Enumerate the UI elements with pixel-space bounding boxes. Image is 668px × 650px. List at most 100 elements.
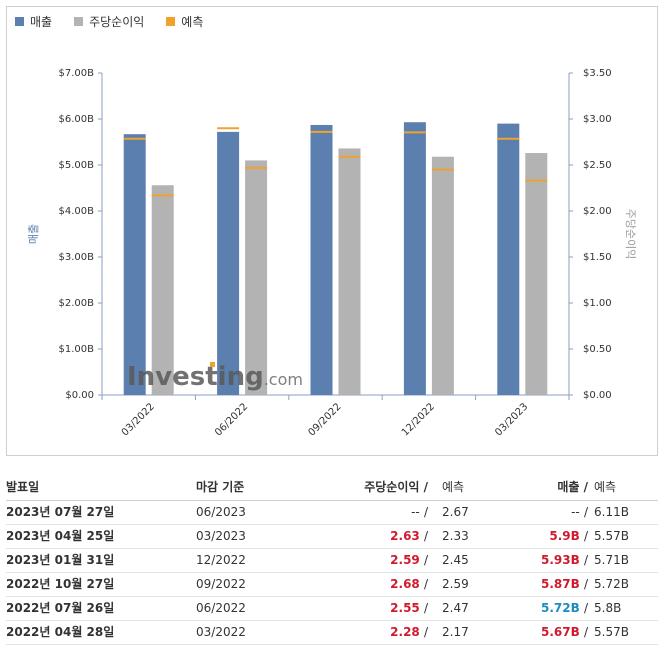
right-tick-label: $1.50 [583,252,612,263]
cell-release-date: 2023년 04월 25일 [6,529,115,543]
cell-eps: 2.68 / [390,573,428,596]
cell-eps-forecast: 2.59 [442,577,469,591]
right-tick-label: $0.00 [583,390,612,401]
col-header-eps-forecast[interactable]: 예측 [442,480,465,494]
cell-revenue-value: 5.67B [541,625,580,639]
cell-eps-value: -- [411,505,420,519]
cell-period-end: 03/2023 [196,529,246,543]
legend-label-revenue: 매출 [30,15,53,29]
eps-bar [525,153,548,395]
cell-eps-value: 2.68 [390,577,420,591]
legend-item-forecast[interactable]: 예측 [166,13,203,30]
cell-release-date: 2023년 07월 27일 [6,505,115,519]
left-axis-title: 매출 [27,224,40,244]
col-header-eps[interactable]: 주당순이익 / [364,476,428,499]
legend-swatch-forecast [166,17,176,26]
right-tick-label: $3.00 [583,114,612,125]
cell-eps-forecast: 2.67 [442,505,469,519]
x-tick-label: 12/2022 [400,401,437,438]
table-row: 2022년 07월 26일 06/2022 2.55 / 2.47 5.72B / 5.8… [6,597,658,621]
legend-item-revenue[interactable]: 매출 [15,13,52,30]
investing-watermark: Investing.com [127,362,303,392]
col-header-revenue[interactable]: 매출 / [557,476,588,499]
watermark-brand: Investing [127,362,264,392]
revenue-bar [217,131,240,395]
cell-period-end: 06/2023 [196,505,246,519]
cell-eps: 2.59 / [390,549,428,572]
right-tick-label: $0.50 [583,344,612,355]
cell-revenue-value: 5.93B [541,553,580,567]
cell-eps-forecast: 2.33 [442,529,469,543]
table-row: 2022년 04월 28일 03/2022 2.28 / 2.17 5.67B / 5.5… [6,621,658,645]
cell-eps-forecast: 2.17 [442,625,469,639]
cell-eps-value: 2.55 [390,601,420,615]
table-row: 2023년 04월 25일 03/2023 2.63 / 2.33 5.9B / 5.57… [6,525,658,549]
cell-eps-value: 2.28 [390,625,420,639]
cell-eps-forecast: 2.45 [442,553,469,567]
cell-period-end: 03/2022 [196,625,246,639]
cell-revenue-sep: / [583,601,588,615]
eps-bar [245,160,268,395]
x-tick-label: 09/2022 [306,401,343,438]
cell-revenue: 5.67B / [541,621,588,644]
earnings-chart-panel: 매출 주당순이익 예측 $0.00 $1.00B $2.00B $3.00B $4.00… [6,6,658,456]
revenue-bar [497,123,520,395]
cell-revenue-sep: / [583,577,588,591]
table-body: 2023년 07월 27일 06/2023 -- / 2.67 -- / 6.11B 202… [6,501,658,645]
revenue-bar [310,124,333,395]
col-header-release-date[interactable]: 발표일 [6,480,40,494]
left-tick-label: $7.00B [59,68,95,79]
cell-revenue-sep: / [583,553,588,567]
cell-release-date: 2022년 07월 26일 [6,601,115,615]
cell-revenue: -- / [571,501,588,524]
left-tick-label: $0.00 [65,390,94,401]
revenue-bar [123,134,146,395]
cell-eps-sep: / [423,625,428,639]
cell-revenue-forecast: 5.57B [594,529,629,543]
cell-release-date: 2022년 10월 27일 [6,577,115,591]
right-tick-label: $2.00 [583,206,612,217]
cell-revenue-forecast: 6.11B [594,505,629,519]
cell-revenue: 5.9B / [549,525,588,548]
cell-eps: 2.28 / [390,621,428,644]
cell-release-date: 2022년 04월 28일 [6,625,115,639]
right-tick-label: $3.50 [583,68,612,79]
cell-release-date: 2023년 01월 31일 [6,553,115,567]
col-header-revenue-forecast[interactable]: 예측 [594,480,617,494]
cell-revenue-value: 5.87B [541,577,580,591]
legend-swatch-revenue [15,17,24,26]
cell-period-end: 12/2022 [196,553,246,567]
legend-label-eps: 주당순이익 [89,15,145,29]
left-tick-label: $2.00B [59,298,95,309]
earnings-table: 발표일 마감 기준 주당순이익 / 예측 매출 / 예측 2023년 07월 2… [6,476,658,645]
cell-revenue-sep: / [583,529,588,543]
col-header-eps-label: 주당순이익 [364,480,420,494]
left-tick-label: $3.00B [59,252,95,263]
chart-plot: $0.00 $1.00B $2.00B $3.00B $4.00B $5.00B $6.00… [27,68,637,438]
left-tick-label: $6.00B [59,114,95,125]
col-header-period-end[interactable]: 마감 기준 [196,480,245,494]
cell-revenue-value: 5.9B [549,529,580,543]
cell-period-end: 06/2022 [196,601,246,615]
cell-eps: 2.63 / [390,525,428,548]
cell-eps-sep: / [423,577,428,591]
watermark-suffix: .com [264,370,303,389]
chart-legend: 매출 주당순이익 예측 [15,13,203,30]
legend-item-eps[interactable]: 주당순이익 [74,13,144,30]
cell-revenue: 5.87B / [541,573,588,596]
left-tick-label: $5.00B [59,160,95,171]
cell-eps: 2.55 / [390,597,428,620]
cell-eps-sep: / [423,529,428,543]
col-header-revenue-sep: / [583,480,588,494]
eps-bar [431,156,454,395]
x-tick-label: 06/2022 [213,401,250,438]
cell-eps-value: 2.63 [390,529,420,543]
legend-swatch-eps [74,17,84,26]
cell-revenue-value: -- [571,505,580,519]
cell-eps-sep: / [423,505,428,519]
cell-revenue-forecast: 5.71B [594,553,629,567]
cell-revenue-forecast: 5.72B [594,577,629,591]
cell-revenue: 5.72B / [541,597,588,620]
right-tick-label: $2.50 [583,160,612,171]
left-tick-label: $4.00B [59,206,95,217]
